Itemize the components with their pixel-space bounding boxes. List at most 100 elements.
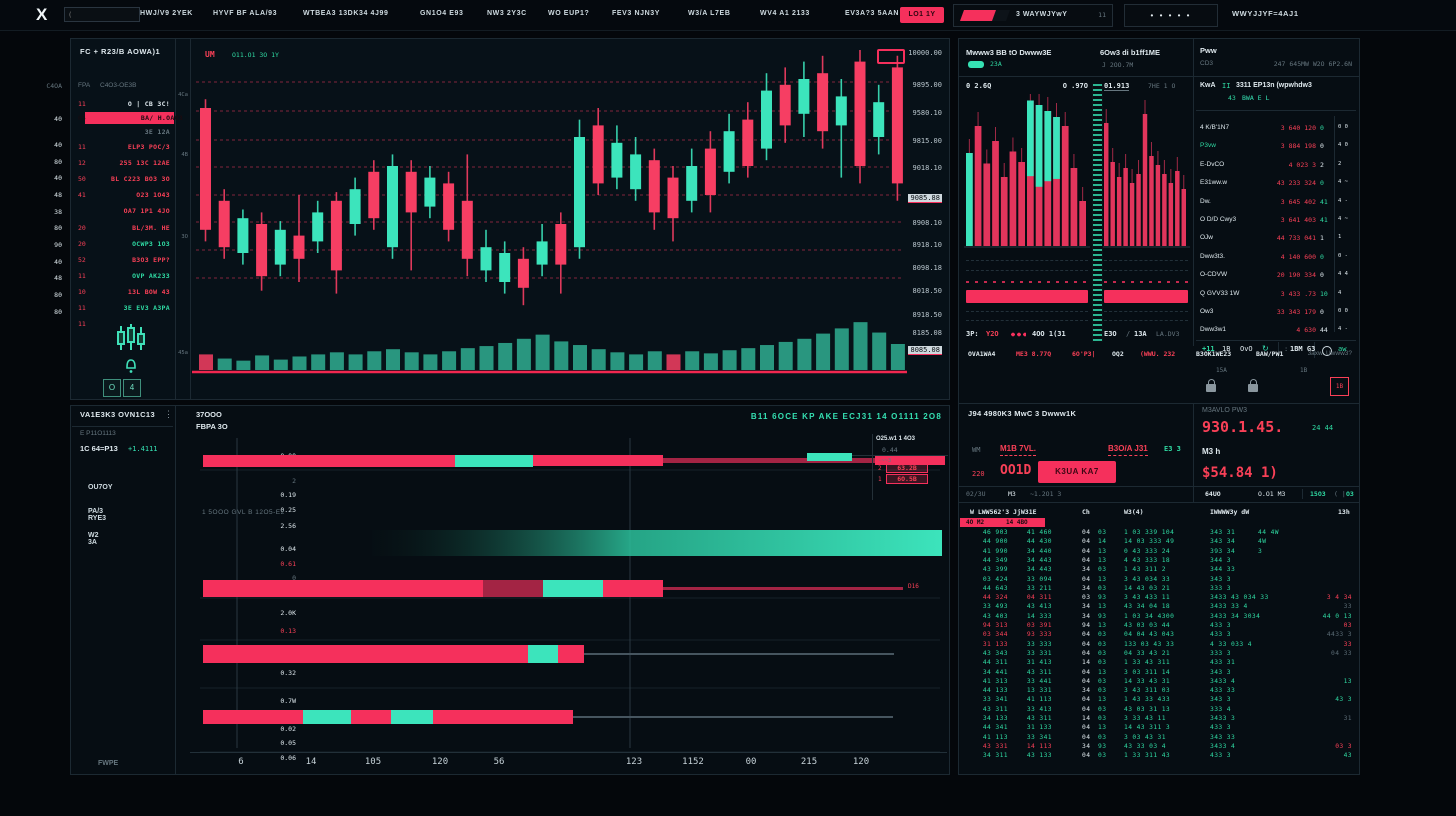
watchlist-row[interactable]: 05 BA/ H.OAO3 (78, 112, 183, 124)
sidebar-label[interactable]: PA/3 RYE3 (88, 508, 107, 522)
table-row[interactable]: 03 424 33 094 04 13 3 43 034 33 343 3 (958, 576, 1358, 585)
search-input[interactable] (64, 7, 140, 22)
detail-row[interactable]: Ow3 33 343 179 0 0 0 (1196, 304, 1356, 321)
menu-item-1[interactable]: HYVF BF ALA/93 (213, 10, 278, 17)
table-row[interactable]: 94 313 03 391 94 13 43 03 03 44 433 3 03 (958, 622, 1358, 631)
sidebar-label[interactable]: W2 3A (88, 532, 99, 546)
watchlist-row[interactable]: 11 (72, 318, 174, 330)
detail-row[interactable]: Dww3w1 4 630 44 4 - (1196, 322, 1356, 339)
watchlist-row[interactable]: OA7 1P1 4JO (72, 205, 174, 217)
detail-row[interactable]: O D/D Cwy3 3 641 403 41 4 ~ (1196, 212, 1356, 229)
detail-row[interactable]: OJw 44 733 041 1 1 (1196, 230, 1356, 247)
sidebar-label[interactable]: OU7OY (88, 484, 113, 491)
cell: 3 4 34 (1326, 594, 1352, 602)
candles-icon[interactable] (116, 324, 146, 352)
detail-value: 4 023 3 (1288, 160, 1316, 169)
menu-item-4[interactable]: NW3 2Y3C (487, 10, 527, 17)
table-row[interactable]: 43 403 14 333 34 93 1 03 34 4300 3433 34 3034… (958, 613, 1358, 622)
watchlist-button-a[interactable]: O (103, 379, 121, 397)
table-row[interactable]: 44 341 31 133 04 13 14 43 311 3 433 3 (958, 724, 1358, 733)
menu-item-5[interactable]: WO EUP1? (548, 10, 590, 17)
detail-row[interactable]: 4 K/B'1N7 3 640 120 0 0 0 (1196, 120, 1356, 137)
alert-box[interactable]: 1B (1330, 377, 1349, 396)
watchlist-row[interactable]: 10 13L BOW 43 (72, 286, 174, 298)
table-row[interactable]: 43 331 14 113 34 93 43 33 03 4 3433 4 03 3 (958, 743, 1358, 752)
table-row[interactable]: 41 990 34 440 04 13 0 43 333 24 393 34 3 (958, 548, 1358, 557)
watchlist-row[interactable]: 11 ELP3 POC/3 (72, 141, 174, 153)
watchlist-row[interactable]: 11 O | CB 3C! (72, 98, 174, 110)
expand-chart-icon[interactable] (877, 49, 905, 64)
menu-item-9[interactable]: EV3A?3 5AAN (845, 10, 900, 17)
table-row[interactable]: 44 133 13 331 34 03 3 43 311 03 433 33 (958, 687, 1358, 696)
watchlist-row[interactable]: 11 3E EV3 A3PA (72, 302, 174, 314)
watchlist-row[interactable]: 52 B3O3 EPP? (72, 254, 174, 266)
table-row[interactable]: 44 643 33 211 34 03 14 43 03 21 333 3 (958, 585, 1358, 594)
detail-footer-add[interactable]: +11 (1202, 345, 1215, 353)
row-index: 20 (78, 240, 86, 248)
table-row[interactable]: 34 133 43 311 14 03 3 33 43 11 3433 3 31 (958, 715, 1358, 724)
watchlist-row[interactable]: 3E 12A (72, 126, 174, 138)
alert-value-2[interactable]: 6O.5B (886, 474, 928, 484)
clock-icon[interactable] (1322, 346, 1332, 356)
detail-row[interactable]: E-DvCO 4 023 3 2 2 (1196, 157, 1356, 174)
table-row[interactable]: 34 311 43 133 04 03 1 33 311 43 433 3 43 (958, 752, 1358, 761)
lock-icon-1[interactable] (1206, 379, 1216, 392)
table-row[interactable]: 43 343 33 331 04 03 04 33 43 21 333 3 04 33 (958, 650, 1358, 659)
menu-item-0[interactable]: HWJ/V9 2YEK (140, 10, 193, 17)
menu-item-8[interactable]: WV4 A1 2133 (760, 10, 810, 17)
table-row[interactable]: 43 311 33 413 04 03 43 03 31 13 333 4 (958, 706, 1358, 715)
pair-label[interactable]: 1C 64=P13 (80, 444, 118, 453)
table-row[interactable]: 03 344 93 333 04 03 04 04 43 043 433 3 4433 3 (958, 631, 1358, 640)
table-row[interactable]: 44 349 34 443 04 13 4 43 333 18 344 3 (958, 557, 1358, 566)
watchlist-row[interactable]: 11 OVP AK233 (72, 270, 174, 282)
chart-ticker[interactable]: UM (205, 50, 215, 59)
pager-dots[interactable]: • • • • • (1124, 4, 1218, 27)
order-pair-label[interactable]: B3O/A J31 (1108, 444, 1148, 456)
table-row[interactable]: 33 493 43 413 34 13 43 34 04 18 3433 33 4 33 (958, 603, 1358, 612)
menu-item-6[interactable]: FEV3 NJN3Y (612, 10, 661, 17)
table-row-highlighted[interactable]: 4O M2 14 4BO (960, 518, 1045, 527)
table-row[interactable]: 34 441 43 311 04 13 3 03 311 14 343 3 (958, 669, 1358, 678)
watchlist-row[interactable]: 20 OCWP3 1O3 (72, 238, 174, 250)
table-row[interactable]: 33 341 41 113 04 13 1 43 33 433 343 3 43 3 (958, 696, 1358, 705)
lock-icon-2[interactable] (1248, 379, 1258, 392)
order-type-label[interactable]: M1B 7VL. (1000, 444, 1037, 456)
menu-item-2[interactable]: WTBEA3 13DK34 4J99 (303, 10, 389, 17)
table-row[interactable]: 44 900 44 430 04 14 14 03 333 49 343 34 4W (958, 538, 1358, 547)
watchlist-row[interactable]: 12 255 13C 12AE (72, 157, 174, 169)
watchlist-row[interactable]: 41 O23 1O43 (72, 189, 174, 201)
detail-row[interactable]: Dw. 3 645 402 41 4 - (1196, 194, 1356, 211)
detail-row[interactable]: E31ww.w 43 233 324 0 4 ~ (1196, 175, 1356, 192)
login-button[interactable]: LO1 1Y (900, 7, 944, 23)
table-row[interactable]: 41 113 33 341 04 03 3 03 43 31 343 33 (958, 734, 1358, 743)
panel-menu-icon[interactable]: ⋮ (164, 409, 173, 419)
table-row[interactable]: 41 313 33 441 04 03 14 33 43 31 3433 4 13 (958, 678, 1358, 687)
brand-name: 3 WAYWJYwY (1016, 11, 1068, 18)
user-label[interactable]: WWYJJYF=4AJ1 (1232, 9, 1299, 18)
table-row[interactable]: 44 324 04 311 03 93 3 43 433 11 3433 43 034 3… (958, 594, 1358, 603)
table-row[interactable]: 43 399 34 443 34 03 1 43 311 2 344 33 (958, 566, 1358, 575)
menu-item-3[interactable]: GN1O4 E93 (420, 10, 464, 17)
horizontal-bars-chart[interactable]: D16 (192, 430, 948, 752)
row-index: 41 (78, 191, 86, 199)
table-row[interactable]: 44 311 31 413 14 03 1 33 43 311 433 31 (958, 659, 1358, 668)
detail-row[interactable]: Dww3t3. 4 140 600 0 0 - (1196, 249, 1356, 266)
detail-row[interactable]: P3vw 3 884 198 0 4 0 (1196, 138, 1356, 155)
menu-item-7[interactable]: W3/A L7EB (688, 10, 731, 17)
watchlist-row[interactable]: 20 BL/3M. HE (72, 222, 174, 234)
alert-icon[interactable] (123, 358, 139, 376)
brand-box[interactable]: 3 WAYWJYwY 11 (953, 4, 1113, 27)
refresh-icon[interactable]: ↻ (1262, 344, 1269, 353)
submit-order-button[interactable]: K3UA KA7 (1038, 461, 1116, 483)
candlestick-chart[interactable] (192, 42, 907, 382)
watchlist-button-b[interactable]: 4 (123, 379, 141, 397)
cell: 94 (1082, 622, 1091, 629)
watchlist-row[interactable]: 50 BL C223 BO3 3O (72, 173, 174, 185)
cell: 41 460 (1026, 529, 1052, 536)
detail-row[interactable]: Q GVV33 1W 3 433 .73 10 4 (1196, 286, 1356, 303)
table-row[interactable]: 46 903 41 460 04 03 1 03 339 104 343 31 44 4W (958, 529, 1358, 538)
app-logo[interactable]: X (36, 5, 48, 24)
detail-row[interactable]: O-CDVW 20 190 334 0 4 4 (1196, 267, 1356, 284)
alert-value-1[interactable]: 63.2B (886, 463, 928, 473)
table-row[interactable]: 31 133 33 333 04 03 133 03 43 33 4 33 033 4 33 (958, 641, 1358, 650)
